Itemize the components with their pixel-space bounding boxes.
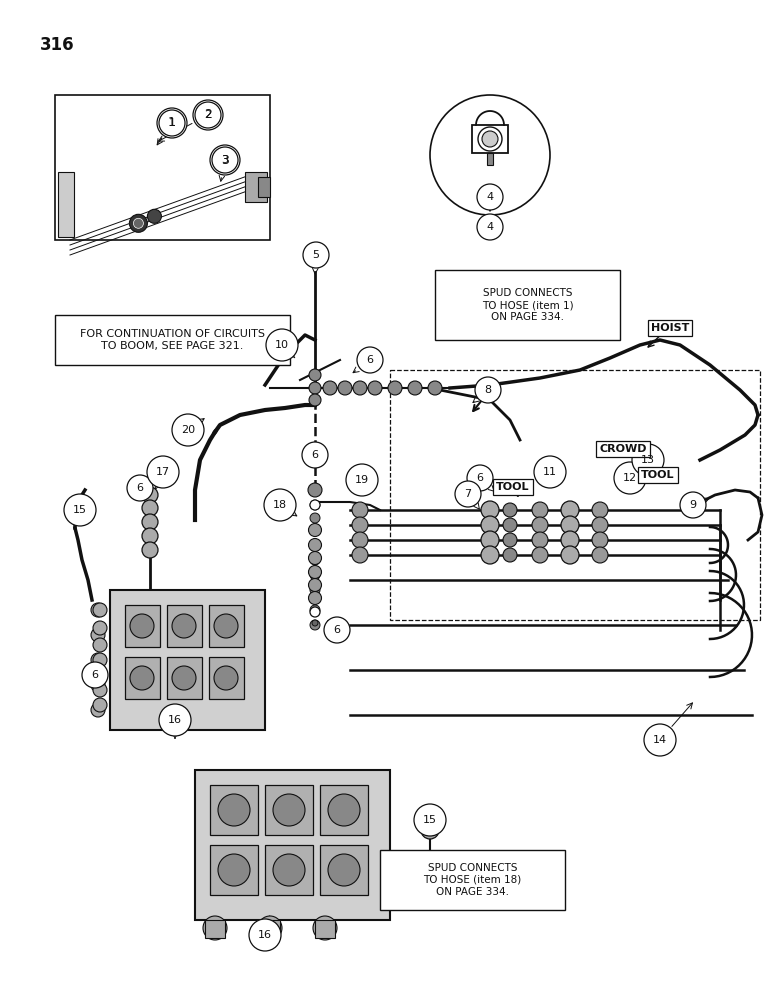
Text: SPUD CONNECTS
TO HOSE (item 18)
ON PAGE 334.: SPUD CONNECTS TO HOSE (item 18) ON PAGE …: [424, 863, 522, 897]
Bar: [245, 172, 267, 202]
Bar: [125, 605, 160, 647]
Circle shape: [534, 456, 566, 488]
Text: 11: 11: [543, 467, 557, 477]
Circle shape: [310, 540, 320, 550]
Text: 6: 6: [367, 355, 374, 365]
Text: 10: 10: [275, 340, 289, 350]
Bar: [125, 657, 160, 699]
Bar: [209, 605, 244, 647]
Circle shape: [503, 503, 517, 517]
Circle shape: [93, 638, 107, 652]
Circle shape: [142, 514, 158, 530]
Text: 19: 19: [355, 475, 369, 485]
Bar: [265, 845, 313, 895]
Circle shape: [352, 547, 368, 563]
Circle shape: [532, 502, 548, 518]
Circle shape: [130, 614, 154, 638]
Bar: [320, 785, 368, 835]
Circle shape: [503, 548, 517, 562]
Circle shape: [159, 704, 191, 736]
Circle shape: [388, 381, 402, 395]
Circle shape: [309, 591, 321, 604]
Circle shape: [142, 487, 158, 503]
Bar: [260, 920, 280, 938]
Circle shape: [91, 703, 105, 717]
Circle shape: [475, 377, 501, 403]
Circle shape: [328, 794, 360, 826]
Circle shape: [478, 127, 502, 151]
Circle shape: [302, 442, 328, 468]
Circle shape: [172, 614, 196, 638]
Circle shape: [273, 854, 305, 886]
Text: TOOL: TOOL: [641, 470, 675, 480]
Circle shape: [592, 502, 608, 518]
Bar: [167, 657, 202, 699]
Circle shape: [310, 513, 320, 523]
Bar: [380, 850, 565, 910]
Circle shape: [159, 110, 185, 136]
Circle shape: [303, 242, 329, 268]
Text: HOIST: HOIST: [651, 323, 690, 333]
Circle shape: [214, 666, 238, 690]
Text: 1: 1: [168, 116, 176, 129]
Text: 6: 6: [477, 473, 484, 483]
Circle shape: [309, 552, 321, 564]
Bar: [320, 845, 368, 895]
Circle shape: [147, 209, 161, 223]
Circle shape: [561, 531, 579, 549]
Circle shape: [310, 555, 320, 565]
Circle shape: [357, 347, 383, 373]
Text: 2: 2: [204, 110, 211, 120]
Text: 15: 15: [73, 505, 87, 515]
Text: 2: 2: [204, 108, 212, 121]
Circle shape: [312, 620, 318, 626]
Circle shape: [592, 532, 608, 548]
Circle shape: [195, 102, 221, 128]
Text: 4: 4: [487, 192, 494, 202]
Circle shape: [328, 854, 360, 886]
Text: 1: 1: [168, 118, 176, 128]
Circle shape: [142, 542, 158, 558]
Circle shape: [309, 369, 321, 381]
Text: 3: 3: [222, 155, 229, 165]
Bar: [210, 785, 258, 835]
Circle shape: [93, 653, 107, 667]
Text: 9: 9: [690, 500, 697, 510]
Text: 8: 8: [484, 385, 491, 395]
Circle shape: [93, 621, 107, 635]
Bar: [390, 370, 760, 620]
Bar: [167, 605, 202, 647]
Bar: [205, 920, 225, 938]
Circle shape: [93, 668, 107, 682]
Circle shape: [532, 517, 548, 533]
Text: 18: 18: [273, 500, 287, 510]
Circle shape: [218, 854, 250, 886]
Text: 6: 6: [91, 670, 98, 680]
Bar: [55, 95, 270, 240]
Circle shape: [644, 724, 676, 756]
Circle shape: [481, 546, 499, 564]
Circle shape: [532, 547, 548, 563]
Text: 16: 16: [168, 715, 182, 725]
Circle shape: [130, 666, 154, 690]
Circle shape: [352, 502, 368, 518]
Text: SPUD CONNECTS
TO HOSE (item 1)
ON PAGE 334.: SPUD CONNECTS TO HOSE (item 1) ON PAGE 3…: [482, 288, 573, 322]
Text: 6: 6: [136, 483, 144, 493]
Text: CROWD: CROWD: [599, 444, 647, 454]
Circle shape: [477, 184, 503, 210]
Circle shape: [614, 462, 646, 494]
Bar: [315, 920, 335, 938]
Circle shape: [309, 566, 321, 578]
Circle shape: [64, 494, 96, 526]
Bar: [472, 125, 508, 153]
Bar: [210, 845, 258, 895]
Text: 7: 7: [464, 489, 472, 499]
Circle shape: [258, 916, 282, 940]
Text: TOOL: TOOL: [496, 482, 530, 492]
Circle shape: [368, 381, 382, 395]
Circle shape: [338, 381, 352, 395]
Circle shape: [273, 794, 305, 826]
Text: 14: 14: [653, 735, 667, 745]
Circle shape: [266, 329, 298, 361]
Circle shape: [157, 108, 187, 138]
